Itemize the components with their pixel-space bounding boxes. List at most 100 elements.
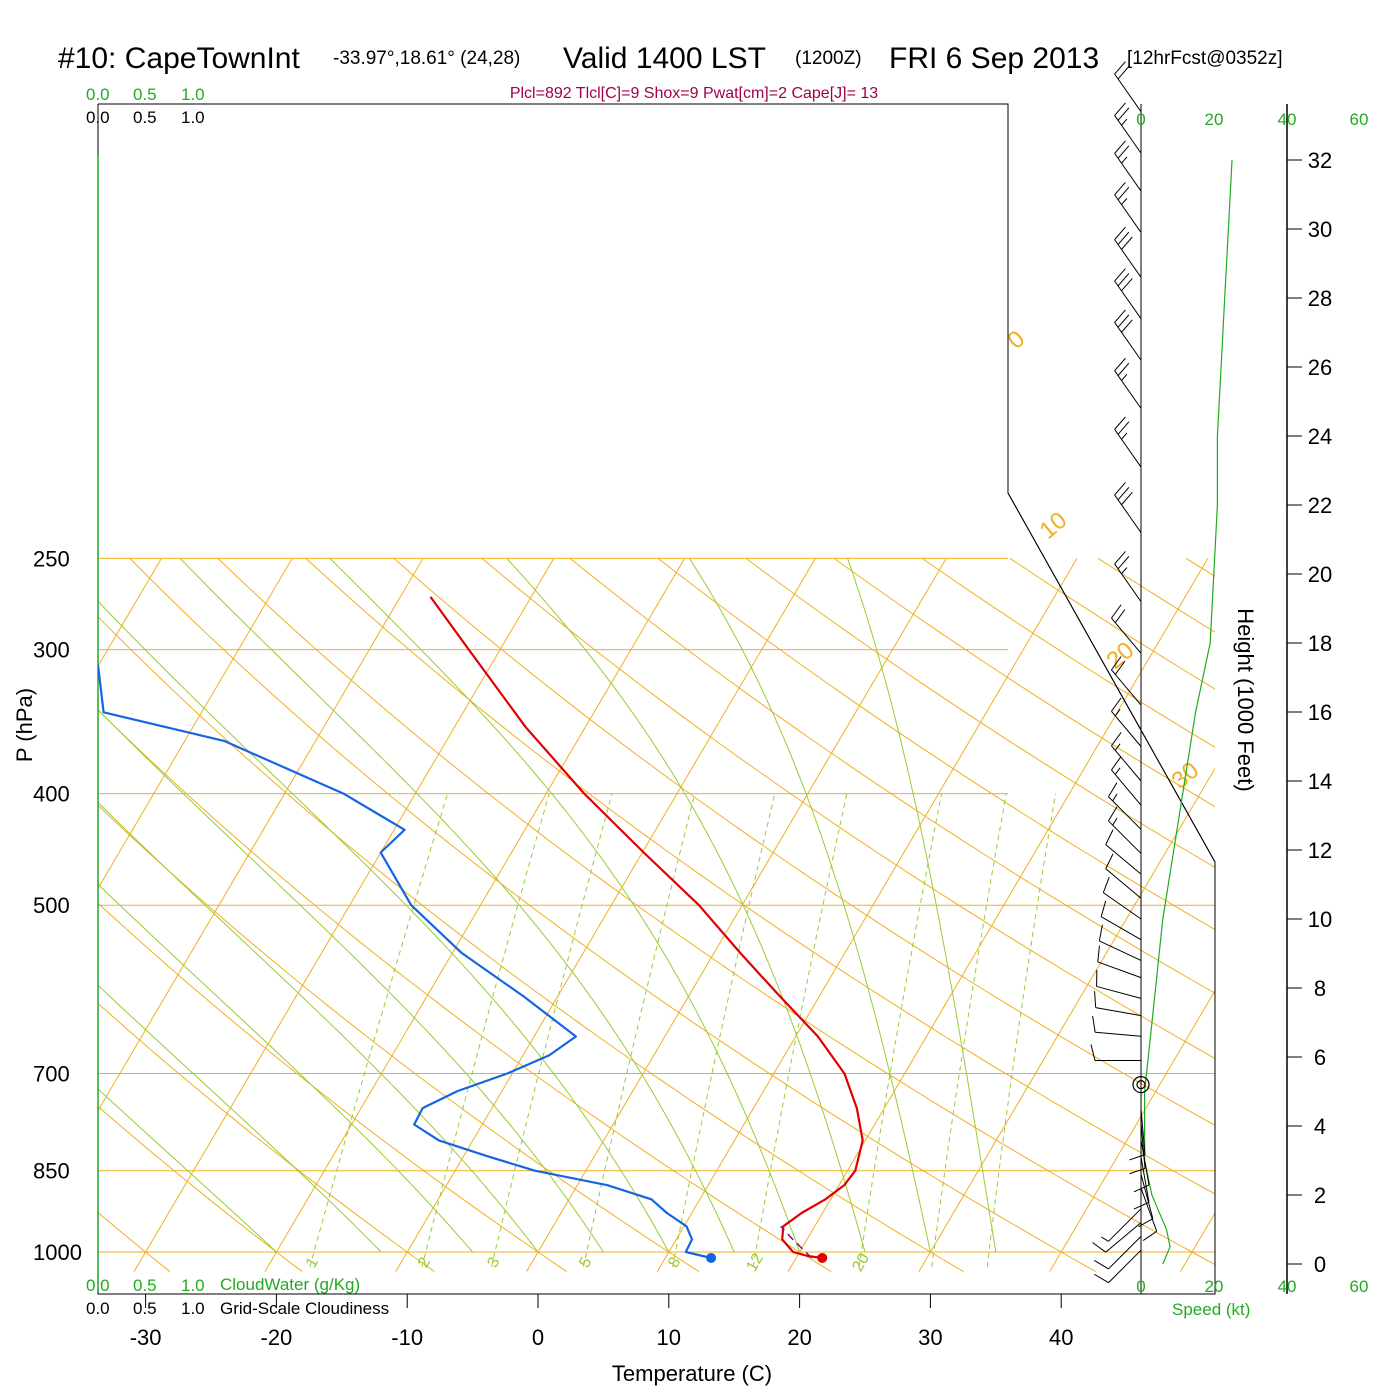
temperature-tick-label: 0 <box>532 1325 544 1350</box>
barb-feather <box>1092 1242 1107 1253</box>
wind-barb <box>1101 1208 1142 1242</box>
barb-staff <box>1108 820 1142 854</box>
barb-feather <box>1105 829 1114 845</box>
barb-feather <box>1111 656 1122 671</box>
height-tick-label: 30 <box>1308 217 1332 242</box>
isotherm-label: 0 <box>1003 325 1031 354</box>
wind-barb <box>1092 1222 1142 1253</box>
mixing-ratio-label: 20 <box>849 1251 873 1275</box>
mixing-ratio-2 <box>421 793 550 1267</box>
barb-staff <box>1140 1139 1150 1186</box>
wind-barb <box>1092 1015 1142 1037</box>
mixing-ratio-5 <box>583 793 696 1267</box>
height-tick-label: 18 <box>1308 631 1332 656</box>
barb-staff <box>1114 322 1142 361</box>
pressure-tick-label: 500 <box>33 893 70 918</box>
valid-time: Valid 1400 LST <box>563 42 766 75</box>
moist-adiabat-15 <box>179 558 735 1253</box>
moist-adiabat-25 <box>506 558 866 1253</box>
wind-barb <box>1111 756 1142 806</box>
cloudiness-tick: 1.0 <box>181 108 205 127</box>
barb-staff <box>1111 769 1142 806</box>
isotherm--50 <box>98 558 293 890</box>
barb-staff <box>1105 868 1142 899</box>
barb-feather <box>1092 1015 1096 1033</box>
barb-staff <box>1108 796 1142 830</box>
isotherm-0 <box>526 558 947 1272</box>
dry-adiabat-180 <box>1362 558 1400 1271</box>
barb-half-feather <box>1121 118 1128 126</box>
dewpoint-surface-marker <box>706 1252 717 1263</box>
mixing-ratio-8 <box>672 793 776 1267</box>
speed-tick: 60 <box>1350 1277 1369 1296</box>
wind-barb <box>1098 924 1142 961</box>
wind-barb <box>1094 991 1142 1017</box>
barb-feather <box>1111 697 1122 712</box>
barb-feather <box>1102 877 1110 893</box>
barb-feather <box>1114 309 1126 323</box>
barb-feather <box>1133 1201 1150 1210</box>
barb-staff <box>1114 370 1142 409</box>
height-tick-label: 0 <box>1314 1252 1326 1277</box>
temperature-tick-label: 30 <box>918 1325 942 1350</box>
mixing-ratio-36 <box>986 793 1057 1267</box>
isotherm-label: 10 <box>1035 507 1073 545</box>
wind-barb <box>1114 181 1142 233</box>
station-coords: -33.97°,18.61° (24,28) <box>333 48 520 69</box>
barb-staff <box>1105 1222 1142 1253</box>
barb-feather <box>1111 756 1122 771</box>
barb-half-feather <box>1121 432 1128 440</box>
barb-feather <box>1114 482 1126 496</box>
barb-staff <box>1140 1156 1150 1203</box>
height-tick-label: 16 <box>1308 700 1332 725</box>
height-tick-label: 8 <box>1314 976 1326 1001</box>
barb-staff <box>1114 115 1142 154</box>
isotherm--10 <box>395 558 816 1272</box>
barb-staff <box>1095 1007 1142 1017</box>
barb-feather <box>1138 1218 1154 1228</box>
wind-barb <box>1129 1122 1146 1175</box>
cloudwater-tick: 0.5 <box>133 1276 157 1295</box>
dry-adiabat-90 <box>569 558 1215 994</box>
speed-axis-label: Speed (kt) <box>1172 1300 1250 1319</box>
wind-barb <box>1114 482 1142 533</box>
wind-barb <box>1140 1187 1158 1241</box>
temperature-surface-marker <box>817 1252 828 1263</box>
wind-barb <box>1111 697 1142 747</box>
barb-staff <box>1114 494 1142 533</box>
mixing-ratio-12 <box>752 793 848 1267</box>
barb-feather <box>1114 551 1126 565</box>
height-tick-label: 12 <box>1308 838 1332 863</box>
barb-feather <box>1108 782 1118 798</box>
barb-feather <box>1117 231 1130 245</box>
wind-barb <box>1129 1108 1146 1161</box>
mixing-ratio-label: 12 <box>743 1251 767 1275</box>
barb-feather <box>1100 900 1107 917</box>
barb-half-feather <box>1114 743 1121 751</box>
temperature-tick-label: 10 <box>657 1325 681 1350</box>
barb-half-feather <box>1101 1236 1109 1242</box>
barb-feather <box>1121 278 1133 292</box>
barb-half-feather <box>1112 793 1118 802</box>
barb-feather <box>1098 924 1103 942</box>
height-tick-label: 20 <box>1308 562 1332 587</box>
barb-staff <box>1114 73 1142 112</box>
barb-staff <box>1140 1108 1146 1155</box>
barb-feather <box>1117 421 1130 435</box>
temperature-tick-label: -10 <box>391 1325 423 1350</box>
barb-staff <box>1114 429 1142 468</box>
pressure-tick-label: 300 <box>33 638 70 663</box>
height-tick-label: 4 <box>1314 1114 1326 1139</box>
barb-feather <box>1114 140 1126 154</box>
wind-barb <box>1133 1139 1150 1193</box>
isotherm-50 <box>1180 1211 1215 1272</box>
wind-barb <box>1102 877 1142 920</box>
wind-barb <box>1094 1249 1142 1284</box>
barb-feather <box>1114 660 1126 675</box>
barb-staff <box>1114 563 1142 602</box>
cloudwater-scale-top: 0.0 0.5 1.0 <box>86 85 205 104</box>
dry-adiabat-30 <box>98 616 964 1273</box>
dry-adiabat-20 <box>98 709 832 1273</box>
mixing-ratio-lines <box>309 793 1057 1267</box>
